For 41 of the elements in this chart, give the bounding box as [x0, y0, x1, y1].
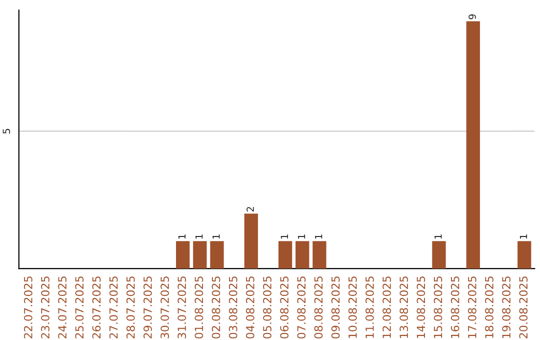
x-tick-label: 13.08.2025 [400, 276, 408, 338]
x-tick-label: 23.07.2025 [41, 276, 50, 338]
data-label: 1 [280, 234, 288, 239]
data-label: 1 [196, 234, 203, 239]
x-tick-label: 10.08.2025 [348, 276, 357, 338]
x-tick-label: 29.07.2025 [144, 276, 152, 338]
data-label: 9 [468, 14, 476, 20]
data-label: 1 [298, 234, 306, 239]
data-label: 1 [434, 234, 442, 239]
data-label: 2 [246, 207, 254, 212]
data-label: 1 [315, 234, 322, 239]
x-tick-label: 27.07.2025 [109, 276, 118, 338]
x-tick-label: 04.08.2025 [246, 276, 254, 338]
x-tick-label: 05.08.2025 [263, 276, 272, 338]
x-tick-label: 08.08.2025 [314, 276, 323, 338]
x-tick-label: 31.07.2025 [178, 276, 186, 338]
x-tick-label: 17.08.2025 [468, 276, 476, 338]
x-tick-label: 26.07.2025 [92, 276, 101, 338]
x-tick-label: 24.07.2025 [58, 276, 67, 338]
x-tick-label: 20.08.2025 [519, 276, 528, 338]
x-tick-label: 16.08.2025 [450, 276, 460, 338]
x-tick-label: 11.08.2025 [365, 276, 374, 338]
data-label: 1 [520, 234, 528, 239]
x-tick-label: 09.08.2025 [331, 276, 340, 338]
x-tick-label: 07.08.2025 [297, 276, 306, 338]
x-tick-label: 01.08.2025 [194, 276, 204, 338]
x-tick-label: 06.08.2025 [280, 276, 289, 338]
x-tick-label: 03.08.2025 [228, 276, 238, 338]
data-label: 1 [212, 234, 220, 239]
x-tick-label: 25.07.2025 [75, 276, 84, 338]
x-tick-label: 14.08.2025 [416, 276, 426, 338]
y-tick-label: 5 [2, 128, 10, 134]
x-tick-label: 15.08.2025 [434, 276, 442, 338]
x-tick-label: 12.08.2025 [382, 276, 391, 338]
x-tick-label: 30.07.2025 [160, 276, 169, 338]
x-tick-label: 28.07.2025 [126, 276, 135, 338]
x-tick-label: 19.08.2025 [502, 276, 510, 338]
data-label: 1 [178, 234, 186, 239]
x-tick-label: 02.08.2025 [212, 276, 220, 338]
x-tick-label: 22.07.2025 [24, 276, 32, 338]
x-tick-label: 18.08.2025 [485, 276, 494, 338]
